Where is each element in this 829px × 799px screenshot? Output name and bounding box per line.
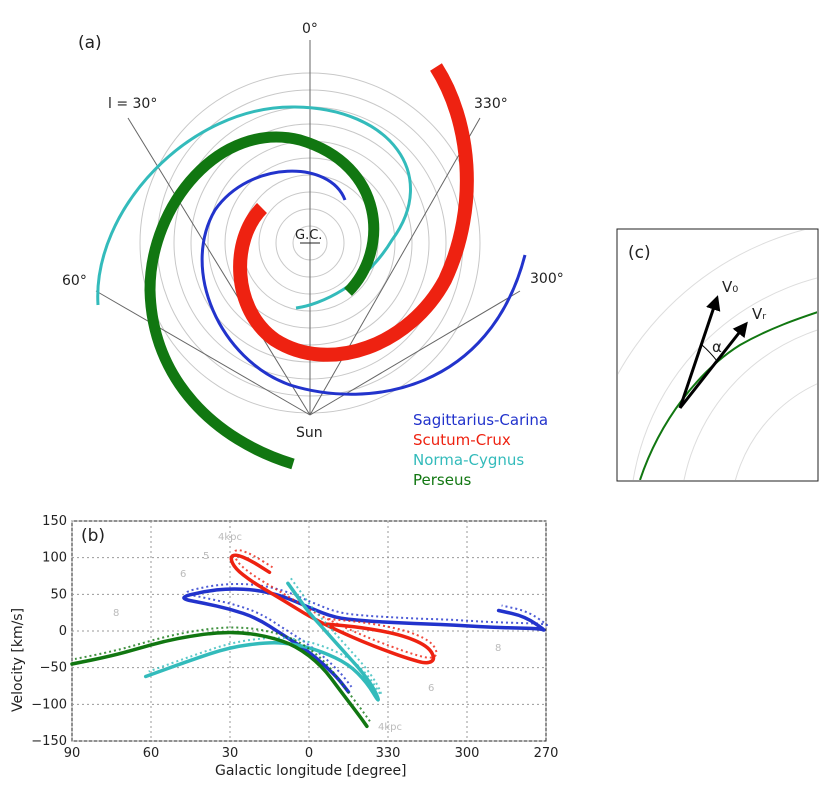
spiral-arms — [96, 63, 527, 470]
x-ticks: 90 60 30 0 330 300 270 — [64, 746, 559, 761]
legend-perseus: Perseus — [413, 471, 471, 489]
x-tick-label: 330 — [376, 746, 401, 761]
y-tick-label: −150 — [31, 734, 67, 749]
panel-c-arm-curve — [639, 311, 817, 480]
legend: Sagittarius-Carina Scutum-Crux Norma-Cyg… — [413, 411, 548, 489]
grey-label: 8 — [495, 643, 501, 654]
panel-c: (c) V₀ Vᵣ α — [616, 228, 819, 482]
grey-label: 4kpc — [378, 722, 402, 733]
v0-label: V₀ — [722, 278, 738, 296]
y-axis-label: Velocity [km/s] — [10, 608, 26, 712]
panel-c-frame — [616, 228, 819, 482]
x-tick-label: 30 — [222, 746, 239, 761]
vr-label: Vᵣ — [752, 305, 766, 323]
panel-c-label: (c) — [628, 243, 651, 263]
x-tick-label: 270 — [534, 746, 559, 761]
panel-b-chart: 4kpc 5 6 8 4kpc 6 8 90 60 30 0 330 300 270 150… — [10, 514, 558, 779]
legend-sagittarius-carina: Sagittarius-Carina — [413, 411, 548, 429]
x-tick-label: 300 — [455, 746, 480, 761]
angle-label-330: 330° — [474, 96, 508, 112]
alpha-arc — [701, 344, 718, 362]
distance-contours: 4kpc 5 6 8 4kpc 6 8 — [113, 532, 501, 733]
angle-label-300: 300° — [530, 271, 564, 287]
series-line-norma-cygnus — [143, 581, 380, 702]
y-tick-label: 0 — [59, 624, 67, 639]
galactic-center-label: G.C. — [295, 228, 322, 243]
x-tick-label: 90 — [64, 746, 81, 761]
x-tick-label: 0 — [305, 746, 313, 761]
series-line-sagittarius-carina — [182, 587, 546, 694]
y-tick-label: −50 — [40, 661, 67, 676]
sun-label: Sun — [296, 425, 323, 441]
panel-c-circles — [618, 230, 817, 480]
grey-label: 4kpc — [218, 532, 242, 543]
legend-scutum-crux: Scutum-Crux — [413, 431, 511, 449]
series-line-perseus — [70, 630, 369, 729]
series-dotted-perseus — [74, 626, 371, 722]
grey-label: 8 — [113, 608, 119, 619]
longitude-ray — [309, 117, 481, 416]
y-ticks: 150 100 50 0 −50 −100 −150 — [31, 514, 67, 749]
v0-arrow — [678, 295, 721, 409]
y-tick-label: 150 — [42, 514, 67, 529]
panel-a-label: (a) — [78, 33, 102, 53]
angle-label-60: 60° — [62, 273, 87, 289]
series-line-scutum-crux — [229, 553, 436, 665]
x-tick-label: 60 — [143, 746, 160, 761]
legend-norma-cygnus: Norma-Cygnus — [413, 451, 524, 469]
alpha-label: α — [712, 338, 722, 356]
y-tick-label: 100 — [42, 551, 67, 566]
grey-label: 6 — [428, 683, 434, 694]
x-axis-label: Galactic longitude [degree] — [215, 763, 407, 779]
arm-sagittarius-carina — [200, 169, 527, 396]
vr-arrow — [678, 321, 748, 409]
series-dotted-scutum-crux — [233, 549, 438, 659]
y-tick-label: −100 — [31, 697, 67, 712]
arm-perseus — [144, 131, 380, 470]
series — [70, 549, 548, 729]
panel-a: (a) 0° l = 30° 60° 330° 300° G.C. Sun Sa… — [62, 21, 564, 489]
longitude-ray — [95, 290, 311, 416]
angle-label-30: l = 30° — [108, 96, 157, 112]
grey-label: 6 — [180, 569, 186, 580]
arm-scutum-crux — [233, 63, 474, 362]
grey-label: 5 — [203, 551, 209, 562]
y-tick-label: 50 — [50, 587, 67, 602]
angle-label-0: 0° — [302, 21, 318, 37]
panel-b-label: (b) — [81, 526, 105, 546]
